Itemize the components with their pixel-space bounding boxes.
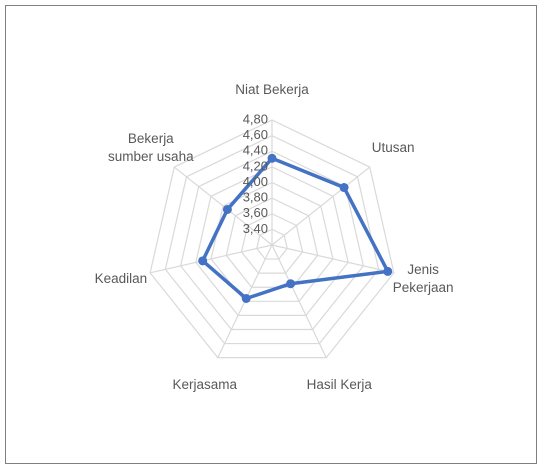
category-label: Niat Bekerja [235,82,309,97]
grid-ring [240,213,304,274]
spoke [271,244,327,358]
grid-ring [149,119,395,359]
category-label: Keadilan [94,271,148,287]
tick-label: 4,20 [243,158,268,173]
marker [241,293,251,303]
frame [5,5,537,464]
tick-label: 3,40 [243,221,268,236]
tick-label: 4,80 [243,111,268,126]
spoke [173,166,273,246]
marker [267,153,277,163]
category-label: Utusan [371,140,415,156]
marker [339,183,349,193]
spoke [271,166,371,246]
tick-label: 4,40 [243,143,268,158]
tick-label: 3,80 [243,190,268,205]
grid-ring [210,181,334,302]
marker [198,256,208,266]
tick-label: 3,60 [243,205,268,220]
tick-label: 4,60 [243,127,268,142]
grid-ring [225,197,319,288]
grid-ring [164,134,380,345]
category-label: Jenis Pekerjaan [392,262,454,296]
grid-ring [195,166,349,316]
spoke [150,244,273,274]
series-line [200,156,390,301]
spoke [271,244,394,274]
marker [383,266,393,276]
marker [222,204,232,214]
tick-label: 4,00 [243,174,268,189]
grid-ring [256,228,288,260]
grid-ring [179,150,365,331]
category-label: Kerjasama [172,376,237,392]
marker [286,279,296,289]
category-label: Bekerja sumber usaha [108,131,194,165]
category-label: Hasil Kerja [306,376,372,392]
